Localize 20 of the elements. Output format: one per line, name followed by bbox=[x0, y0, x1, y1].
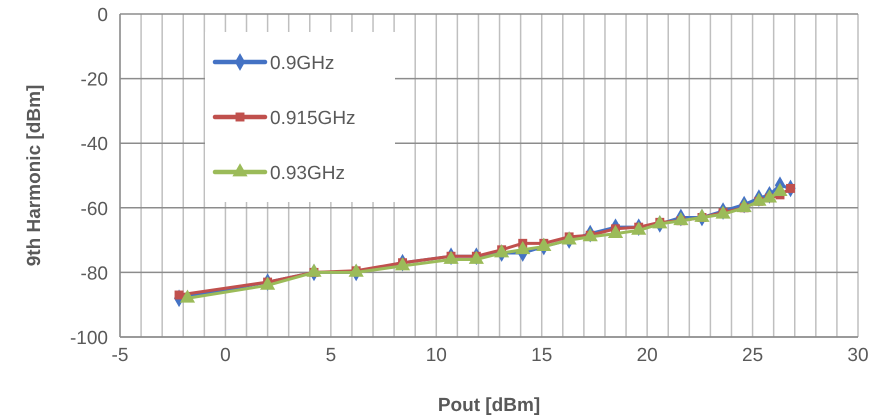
x-tick-label: 30 bbox=[847, 345, 869, 366]
y-tick-label: -20 bbox=[80, 70, 108, 91]
y-tick-label: -80 bbox=[80, 263, 108, 284]
y-tick-label: -40 bbox=[80, 134, 108, 156]
legend-label: 0.915GHz bbox=[270, 108, 356, 129]
y-tick-label: -60 bbox=[80, 198, 108, 220]
x-axis-title: Pout [dBm] bbox=[438, 395, 540, 416]
legend-label: 0.9GHz bbox=[270, 53, 334, 74]
x-tick-label: 0 bbox=[220, 345, 231, 366]
y-axis-title: 9th Harmonic [dBm] bbox=[24, 84, 45, 266]
x-tick-label: -5 bbox=[112, 345, 128, 366]
x-tick-label: 10 bbox=[426, 345, 447, 366]
point bbox=[174, 290, 184, 300]
y-tick-label: 0 bbox=[97, 5, 108, 26]
x-tick-label: 20 bbox=[636, 345, 658, 366]
x-tick-label: 15 bbox=[531, 345, 552, 366]
y-tick-label: -100 bbox=[70, 328, 108, 349]
x-tick-label: 25 bbox=[742, 345, 764, 366]
legend-label: 0.93GHz bbox=[270, 163, 345, 184]
x-tick-label: 5 bbox=[326, 345, 336, 366]
